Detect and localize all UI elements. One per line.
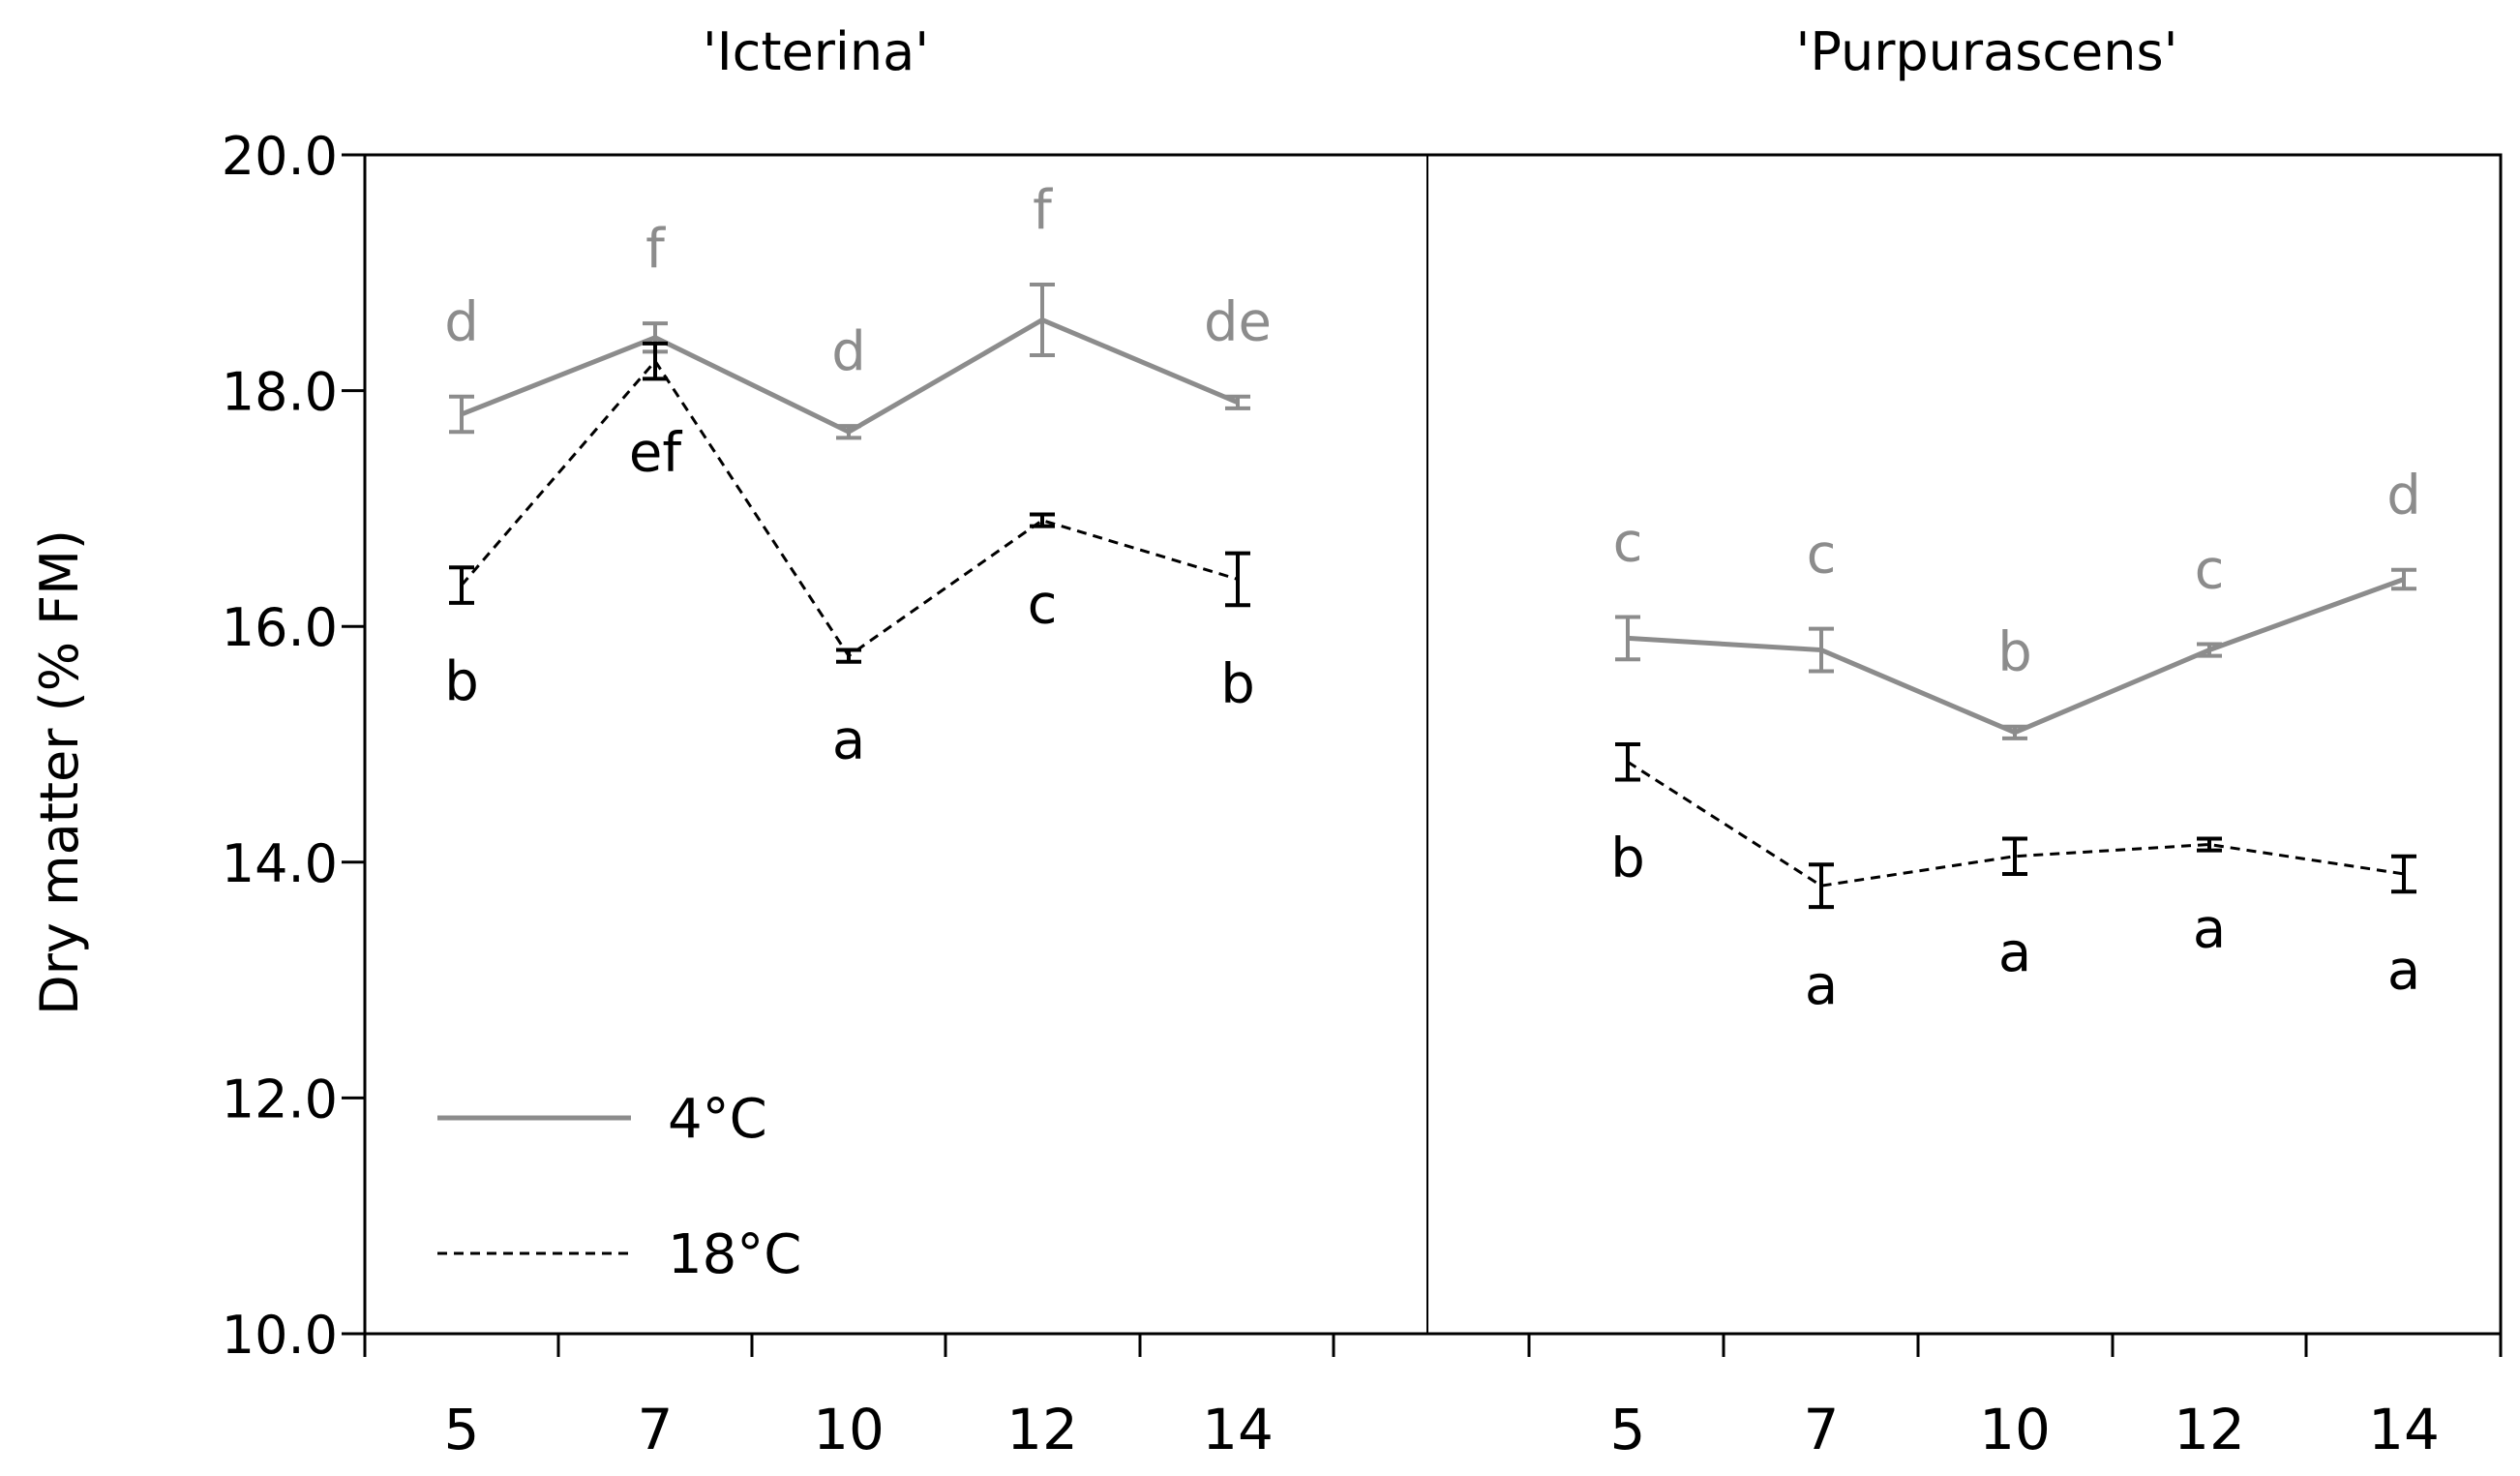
significance-letter: a [1805,954,1838,1017]
y-tick-label: 16.0 [222,597,338,658]
significance-letter: c [2195,538,2225,601]
significance-letter: d [2386,465,2421,527]
significance-letter: a [1998,921,2031,984]
significance-letter: b [1610,828,1645,890]
significance-letter: f [645,218,666,281]
significance-letter: a [2193,898,2226,961]
x-tick-label: 7 [1804,1397,1840,1462]
y-tick-label: 14.0 [222,833,338,894]
significance-letter: ef [629,421,682,484]
significance-letter: a [2387,939,2420,1002]
x-tick-label: 12 [1006,1397,1078,1462]
legend-label: 18°C [668,1223,801,1286]
significance-letter: b [444,650,479,713]
significance-letter: f [1033,179,1053,242]
x-tick-label: 14 [1202,1397,1274,1462]
panel-title: 'Purpurascens' [1796,21,2178,82]
significance-letter: d [444,291,479,354]
plot-area: d f d f de b ef a c b c c b c d b a a a a [444,179,2421,1017]
x-tick-label: 5 [1610,1397,1646,1462]
significance-letter: c [1807,524,1837,587]
x-tick-label: 12 [2174,1397,2245,1462]
y-tick-label: 20.0 [222,126,338,187]
y-axis-label: Dry matter (% FM) [29,529,90,1015]
x-tick-label: 7 [638,1397,674,1462]
legend: 4°C 18°C [437,1088,801,1286]
x-tick-label: 5 [444,1397,480,1462]
y-tick-label: 10.0 [222,1305,338,1366]
significance-letter: b [1220,652,1255,715]
legend-label: 4°C [668,1088,767,1151]
y-tick-label: 12.0 [222,1069,338,1130]
significance-letter: a [832,709,865,772]
plot-frame [363,153,2503,1336]
panel-title: 'Icterina' [703,21,929,82]
series-line-c18 [460,358,1239,658]
significance-letter: c [1028,574,1058,637]
x-tick-label: 10 [1979,1397,2051,1462]
x-tick-label: 10 [813,1397,885,1462]
series-line-c18 [1627,761,2405,888]
significance-letter: d [831,320,866,383]
y-tick-label: 18.0 [222,362,338,423]
significance-letter: c [1613,511,1643,574]
x-tick-label: 14 [2368,1397,2440,1462]
significance-letter: b [1997,621,2032,684]
axes: 10.0 12.0 14.0 16.0 18.0 20.0 'Icterina' 5 7 10 12… [222,21,2503,1462]
significance-letter: de [1204,291,1272,354]
